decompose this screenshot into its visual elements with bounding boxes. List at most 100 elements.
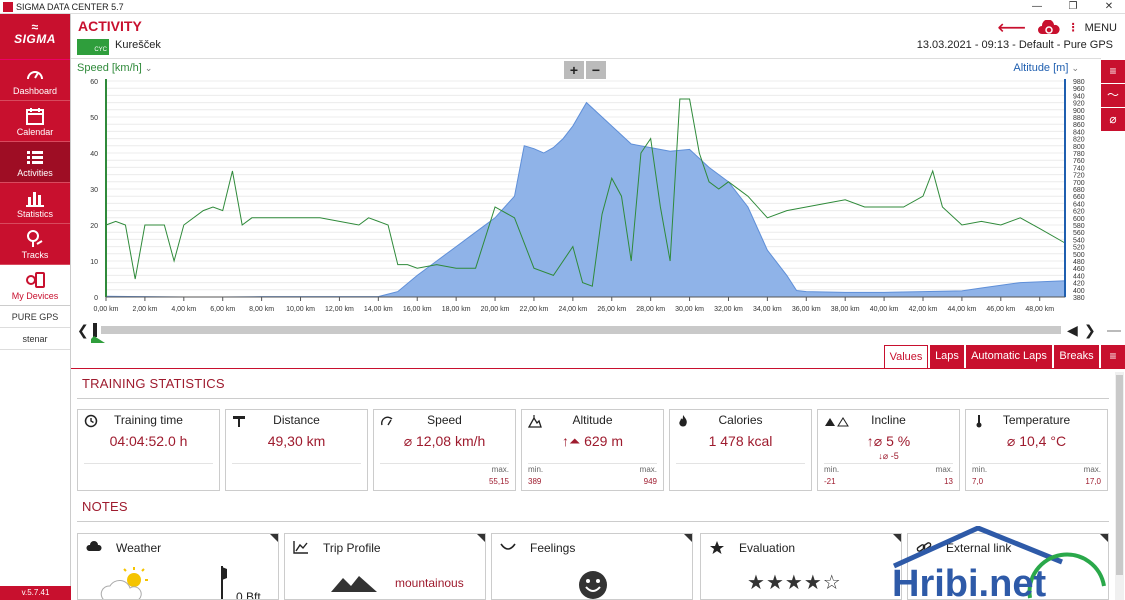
x-tick-label: 18,00 km <box>442 306 471 313</box>
stat-card-distance[interactable]: Distance 49,30 km <box>225 409 368 491</box>
collapse-handle[interactable] <box>1107 330 1121 332</box>
x-tick-label: 36,00 km <box>792 306 821 313</box>
stat-max-value: 17,0 <box>1085 477 1101 486</box>
left-tick-label: 40 <box>90 151 98 158</box>
right-tick-label: 620 <box>1073 209 1085 216</box>
back-arrow-icon[interactable]: ⟵ <box>997 17 1026 39</box>
sidebar-item-dashboard[interactable]: Dashboard <box>0 60 70 101</box>
note-label: Trip Profile <box>323 541 381 555</box>
training-statistics-title: TRAINING STATISTICS <box>82 376 225 391</box>
right-tick-label: 880 <box>1073 115 1085 122</box>
chart-list-icon[interactable]: ≡ <box>1101 60 1125 83</box>
incline-icon <box>825 417 849 427</box>
stat-card-calories[interactable]: Calories 1 478 kcal <box>669 409 812 491</box>
sidebar-item-calendar[interactable]: Calendar <box>0 101 70 142</box>
user-name[interactable]: stenar <box>0 328 70 350</box>
x-tick-label: 16,00 km <box>403 306 432 313</box>
stat-value: 49,30 km <box>267 433 326 449</box>
activity-chart[interactable]: Speed [km/h] ⌄ + − Altitude [m] ⌄ 0 10 20 3… <box>71 58 1101 344</box>
x-tick-label: 4,00 km <box>171 306 196 313</box>
sidebar-item-statistics[interactable]: Statistics <box>0 183 70 224</box>
star-filled-icon[interactable]: ★ <box>765 572 785 594</box>
scroll-thumb[interactable] <box>1116 375 1123 575</box>
right-tick-label: 560 <box>1073 230 1085 237</box>
star-filled-icon[interactable]: ★ <box>803 572 823 594</box>
average-icon[interactable]: ⌀ <box>1101 108 1125 131</box>
close-button[interactable]: ✕ <box>1104 1 1114 12</box>
tab-breaks[interactable]: Breaks <box>1054 345 1099 368</box>
scroll-left-icon[interactable]: ❮ <box>77 322 89 338</box>
cloud-sync-icon[interactable] <box>1037 20 1061 36</box>
right-tick-label: 500 <box>1073 252 1085 259</box>
chart-canvas[interactable]: 0 10 20 30 40 50 60 380400420440460480500520540… <box>71 59 1101 321</box>
ride-name[interactable]: Kurešček <box>115 39 161 51</box>
tab-laps[interactable]: Laps <box>930 345 964 368</box>
x-tick-label: 26,00 km <box>597 306 626 313</box>
timeline-scrollbar[interactable]: ❮ ◀ ❯ <box>71 320 1101 344</box>
stat-min-label: min. <box>972 465 988 474</box>
sidebar-item-my-devices[interactable]: My Devices <box>0 265 70 306</box>
chart-line-icon[interactable]: 〜 <box>1101 84 1125 107</box>
star-empty-icon[interactable]: ☆ <box>822 572 842 594</box>
x-tick-label: 40,00 km <box>870 306 899 313</box>
range-start-handle[interactable] <box>91 322 107 344</box>
x-tick-label: 20,00 km <box>481 306 510 313</box>
star-filled-icon[interactable]: ★ <box>784 572 804 594</box>
range-end-handle[interactable]: ◀ <box>1067 322 1078 338</box>
devices-icon <box>26 272 45 288</box>
stat-label: Altitude <box>572 413 613 427</box>
stat-card-temperature[interactable]: Temperature ⌀ 10,4 °C min. 7,0 max. 17,0 <box>965 409 1108 491</box>
note-card-evaluation[interactable]: Evaluation ★★★★☆ <box>700 533 902 600</box>
sigma-logo[interactable]: ≈ SIGMA <box>0 14 70 60</box>
stat-label: Temperature <box>1002 413 1071 427</box>
device-name[interactable]: PURE GPS <box>0 306 70 328</box>
scroll-track[interactable] <box>101 326 1061 334</box>
section-divider <box>77 398 1109 399</box>
stat-value: ⌀ 12,08 km/h <box>403 433 486 449</box>
zoom-out-button[interactable]: − <box>586 61 606 79</box>
app-icon <box>3 2 13 12</box>
rating-stars[interactable]: ★★★★☆ <box>747 570 842 595</box>
note-card-feelings[interactable]: Feelings <box>491 533 693 600</box>
maximize-button[interactable]: ❐ <box>1068 1 1078 12</box>
sidebar: ≈ SIGMA Dashboard Calendar Activities St… <box>0 14 71 600</box>
x-tick-label: 44,00 km <box>948 306 977 313</box>
star-filled-icon[interactable]: ★ <box>747 572 766 594</box>
stat-card-altitude[interactable]: Altitude ↑⏶ 629 m min. 389 max. 949 <box>521 409 664 491</box>
x-tick-label: 38,00 km <box>831 306 860 313</box>
right-tick-label: 440 <box>1073 273 1085 280</box>
speed-line <box>105 98 1066 287</box>
stat-min-label: min. <box>824 465 840 474</box>
sidebar-item-activities[interactable]: Activities <box>0 142 70 183</box>
vertical-scrollbar[interactable] <box>1115 372 1124 600</box>
altitude-axis-selector[interactable]: Altitude [m] ⌄ <box>1013 62 1079 74</box>
tab-automatic-laps[interactable]: Automatic Laps <box>966 345 1052 368</box>
stat-card-incline[interactable]: Incline ↑⌀ 5 % ↓⌀ -5 min. -21 max. 13 <box>817 409 960 491</box>
stat-max-label: max. <box>935 465 953 474</box>
minimize-button[interactable]: — <box>1032 1 1042 12</box>
scroll-right-icon[interactable]: ❯ <box>1084 322 1096 338</box>
note-card-weather[interactable]: Weather 0 Bft <box>77 533 279 600</box>
stat-label: Incline <box>871 413 906 427</box>
right-tick-label: 840 <box>1073 129 1085 136</box>
speed-axis-selector[interactable]: Speed [km/h] ⌄ <box>77 62 152 74</box>
ride-info: 13.03.2021 - 09:13 - Default - Pure GPS <box>916 39 1113 51</box>
stat-max-value: 55,15 <box>488 477 509 486</box>
stat-sub-value: ↓⌀ -5 <box>878 451 899 461</box>
right-tick-label: 860 <box>1073 122 1085 129</box>
tab-values[interactable]: Values <box>884 345 928 368</box>
x-tick-label: 24,00 km <box>558 306 587 313</box>
tab-list-icon[interactable]: ≡ <box>1101 345 1125 368</box>
stat-card-training-time[interactable]: Training time 04:04:52.0 h <box>77 409 220 491</box>
note-card-trip-profile[interactable]: Trip Profile mountainous <box>284 533 486 600</box>
kebab-icon: ⋮ <box>1067 22 1079 34</box>
sidebar-item-tracks[interactable]: Tracks <box>0 224 70 265</box>
menu-button[interactable]: ⋮ MENU <box>1068 21 1117 34</box>
right-tick-label: 600 <box>1073 216 1085 223</box>
stat-value: ↑⏶ 629 m <box>562 433 623 449</box>
stat-card-speed[interactable]: Speed ⌀ 12,08 km/h max. 55,15 <box>373 409 516 491</box>
zoom-in-button[interactable]: + <box>564 61 584 79</box>
notes-title: NOTES <box>82 499 128 514</box>
right-tick-label: 740 <box>1073 165 1085 172</box>
sidebar-item-label: Calendar <box>16 127 54 137</box>
